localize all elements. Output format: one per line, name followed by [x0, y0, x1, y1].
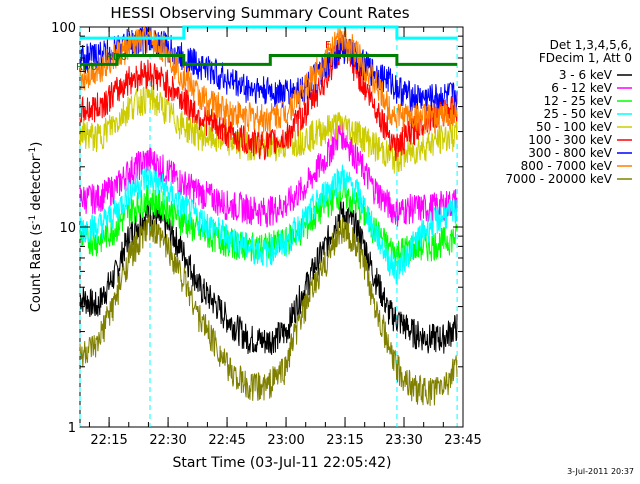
annotation-f: F: [325, 40, 331, 51]
series-line: [79, 119, 458, 228]
x-tick-label: 23:00: [267, 433, 304, 448]
y-tick-label: 10: [59, 221, 76, 236]
x-tick-label: 23:30: [385, 433, 422, 448]
y-tick-label: 1: [68, 421, 76, 436]
legend-entry-label: 25 - 50 keV: [544, 107, 613, 121]
series-line: [79, 198, 458, 355]
step-line: [80, 54, 458, 66]
y-axis-label: Count Rate (s-1 detector-1): [28, 142, 44, 313]
legend-entry-label: 12 - 25 keV: [544, 94, 613, 108]
legend-header-line: FDecim 1, Att 0: [539, 51, 632, 65]
series-line: [79, 214, 458, 406]
x-tick-label: 22:15: [90, 433, 127, 448]
legend-entry-label: 6 - 12 keV: [551, 81, 613, 95]
annotation-rd6-a: RD6: [106, 52, 127, 63]
series-layer: [79, 25, 458, 406]
series-line: [79, 25, 458, 135]
chart-legend: Det 1,3,4,5,6,FDecim 1, Att 0 3 - 6 keV6 …: [505, 38, 632, 186]
step-layer: [80, 25, 458, 66]
y-axis-label-mid: detector: [29, 155, 44, 215]
x-tick-label: 23:15: [326, 433, 363, 448]
y-axis-label-end: ): [29, 142, 44, 147]
legend-entry-label: 300 - 800 keV: [528, 146, 612, 160]
legend-entry-label: 800 - 7000 keV: [521, 159, 613, 173]
legend-entry-label: 50 - 100 keV: [536, 120, 613, 134]
annotation-rd6-b: RD6: [76, 62, 97, 73]
y-axis-label-sup1: -1: [28, 215, 38, 224]
step-line: [80, 25, 458, 40]
y-axis-label-sup2: -1: [28, 147, 38, 156]
chart-title: HESSI Observing Summary Count Rates: [110, 4, 409, 22]
legend-entry-label: 7000 - 20000 keV: [505, 172, 612, 186]
series-line: [79, 164, 458, 286]
legend-header-line: Det 1,3,4,5,6,: [550, 38, 632, 52]
series-line: [79, 179, 458, 269]
legend-entry-label: 3 - 6 keV: [559, 68, 613, 82]
x-tick-label: 22:45: [208, 433, 245, 448]
x-tick-label: 23:45: [444, 433, 481, 448]
series-line: [79, 34, 458, 162]
y-axis-label-main: Count Rate (s: [29, 224, 44, 313]
series-line: [79, 83, 458, 174]
x-tick-label: 22:30: [149, 433, 186, 448]
date-stamp: 3-Jul-2011 20:37: [567, 467, 634, 476]
y-tick-label: 100: [51, 21, 76, 36]
tick-layer: 1 10 100 22:15 22:30 22:45 23:00 23:15 23:30 23:4…: [51, 21, 482, 448]
x-axis-label: Start Time (03-Jul-11 22:05:42): [172, 455, 391, 471]
legend-entry-label: 100 - 300 keV: [528, 133, 612, 147]
